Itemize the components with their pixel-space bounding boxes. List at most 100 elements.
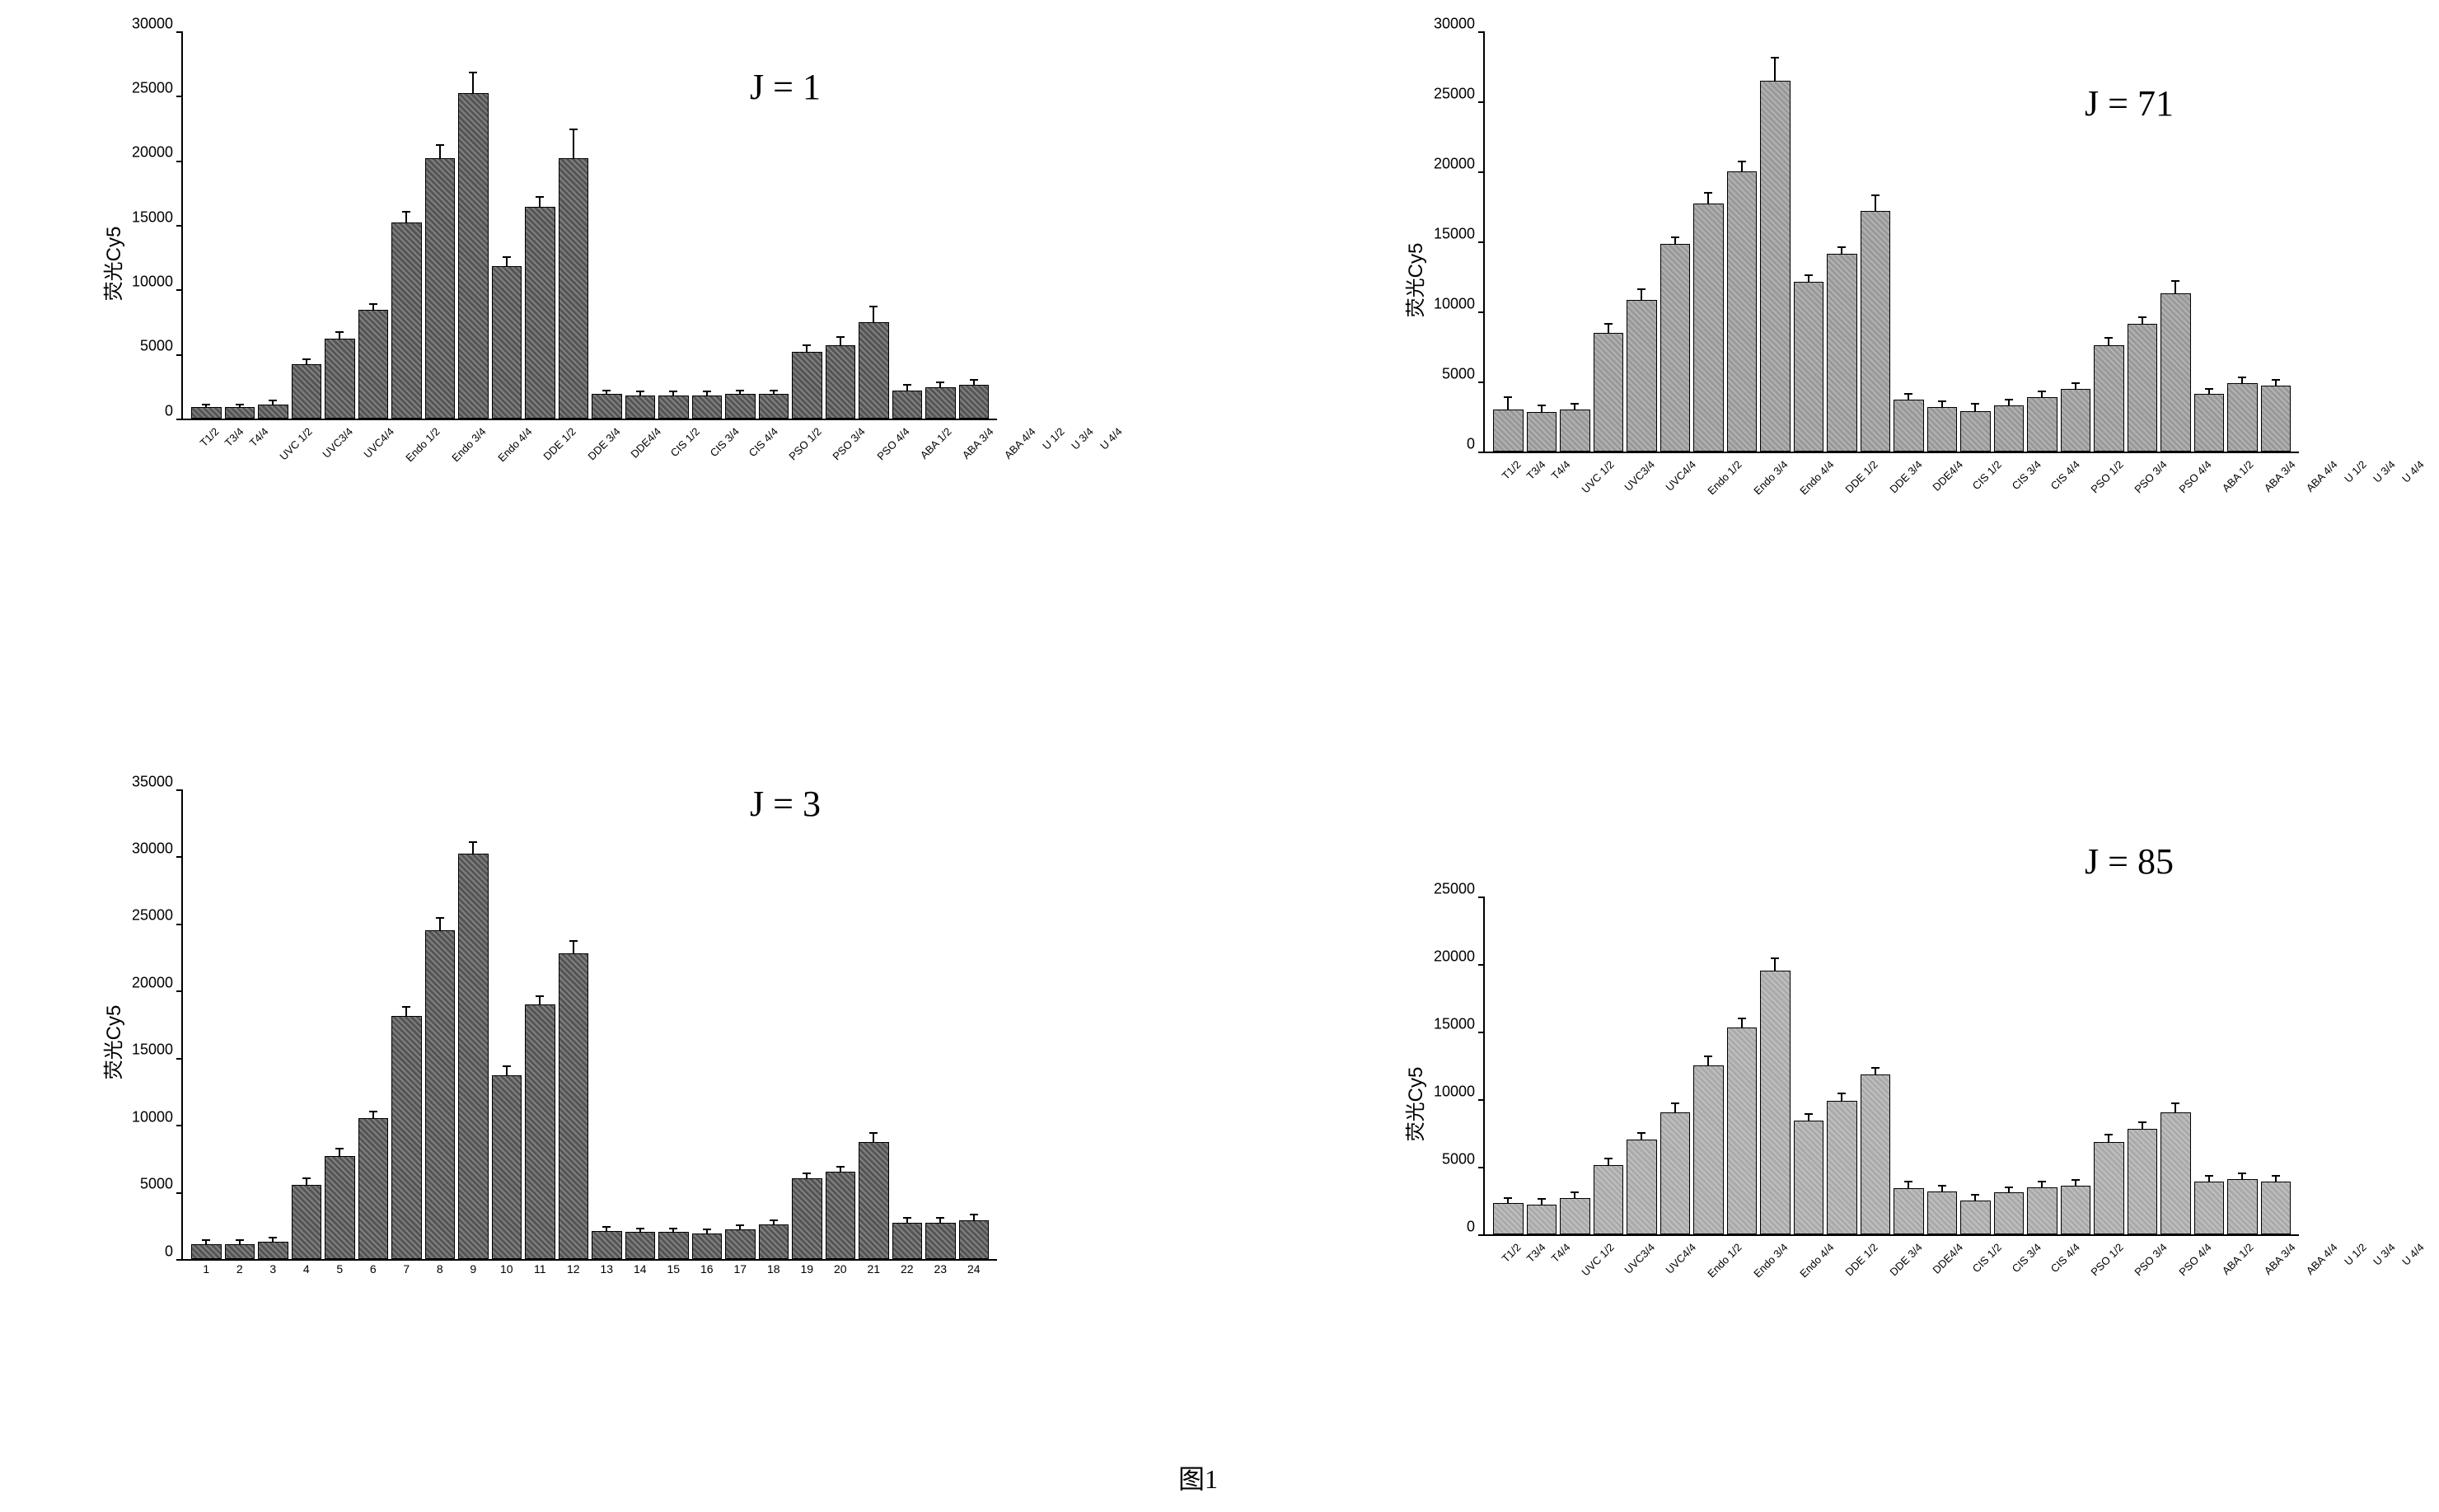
y-tick-label: 20000 [1434,155,1475,172]
x-tick-label: CIS 4/4 [747,425,780,459]
y-tick-label: 10000 [132,273,173,290]
bar [1960,411,1991,452]
x-tick-label: UVC3/4 [321,425,356,461]
bar [2261,1182,2292,1234]
y-tick-label: 35000 [132,773,173,790]
x-tick-label: T4/4 [1549,1241,1573,1265]
bar [759,1224,789,1259]
bar [2061,1186,2091,1234]
x-tick-label: PSO 3/4 [831,425,868,462]
x-tick-label: CIS 3/4 [2009,458,2043,492]
bar [1594,1165,1624,1234]
bar [525,1004,555,1259]
bar [325,1156,355,1259]
bar [692,396,723,419]
x-tick-label: Endo 3/4 [1752,1241,1791,1280]
bar [1493,410,1524,452]
bar [1861,211,1891,452]
bar [625,396,656,419]
bar [826,1172,856,1259]
x-tick-label: ABA 3/4 [959,425,995,461]
x-tick-label: T1/2 [1500,1241,1524,1265]
bar [2227,1179,2258,1234]
bar [1594,333,1624,452]
y-tick-label: 25000 [132,907,173,925]
bar [1760,971,1791,1234]
bar [1560,1198,1590,1234]
y-tick-label: 10000 [1434,295,1475,312]
x-tick-label: ABA 1/2 [917,425,953,461]
x-tick-label: UVC 1/2 [1579,1241,1616,1278]
bar [425,158,456,419]
y-axis-label: 荧光Cy5 [1399,243,1428,318]
x-tick-label: 12 [559,1262,589,1276]
x-tick-label: CIS 3/4 [2009,1241,2043,1275]
y-tick-label: 25000 [1434,85,1475,102]
bar [425,930,456,1259]
x-tick-label: DDE4/4 [1930,458,1965,494]
x-tick-label: PSO 3/4 [2132,1241,2170,1278]
bar [1693,204,1724,452]
bar [2160,293,2191,452]
x-tick-label: 8 [425,1262,456,1276]
y-tick-label: 0 [1467,1218,1475,1235]
bar [859,322,889,419]
y-tick-label: 20000 [1434,948,1475,965]
bar [2027,397,2057,452]
bar [826,345,856,419]
x-tick-label: T3/4 [1524,458,1548,482]
bar [559,158,589,419]
x-tick-label: 16 [692,1262,723,1276]
x-tick-label: U 1/2 [1040,425,1067,452]
x-tick-label: CIS 4/4 [2048,458,2082,492]
x-tick-label: 5 [325,1262,355,1276]
bar [592,1231,622,1259]
bar [1794,282,1824,452]
y-axis-label: 荧光Cy5 [1399,1067,1428,1142]
x-tick-label: T4/4 [1549,458,1573,482]
x-tick-label: DDE 1/2 [1843,458,1880,495]
x-tick-label: Endo 1/2 [1705,1241,1744,1280]
bar [959,385,990,419]
chart-j1: 荧光Cy5050001000015000200002500030000T1/2T… [115,33,1005,494]
bar [625,1232,656,1259]
x-tick-label: T1/2 [198,425,222,449]
bar [1861,1074,1891,1234]
x-tick-label: T4/4 [247,425,271,449]
x-tick-label: UVC4/4 [1663,458,1698,494]
x-tick-label: 2 [225,1262,255,1276]
y-tick-label: 5000 [1442,365,1475,382]
x-tick-label: CIS 1/2 [1970,1241,2004,1275]
x-tick-label: T3/4 [1524,1241,1548,1265]
bar [725,394,756,419]
bar [492,1075,522,1259]
bar [1660,244,1691,452]
x-tick-label: 19 [792,1262,822,1276]
bars-group [183,33,997,419]
x-tick-label: U 3/4 [2371,458,2398,485]
x-tick-label: Endo 1/2 [1705,458,1744,497]
x-tick-label: 9 [458,1262,489,1276]
y-tick-label: 10000 [132,1108,173,1126]
chart-title: J = 3 [750,783,821,825]
bar [725,1229,756,1259]
y-tick-label: 15000 [132,208,173,226]
bar [492,266,522,419]
bar [225,407,255,419]
x-tick-label: 14 [625,1262,656,1276]
x-tick-label: PSO 4/4 [2176,458,2213,495]
bar [2094,345,2124,452]
x-tick-label: ABA 3/4 [2261,1241,2297,1277]
x-tick-label: 21 [859,1262,889,1276]
bar [391,222,422,419]
bar [892,1223,923,1259]
y-tick-label: 15000 [132,1042,173,1059]
x-tick-label: UVC4/4 [361,425,396,461]
x-tick-label: PSO 3/4 [2132,458,2170,495]
bar [2194,1182,2225,1234]
x-tick-label: Endo 4/4 [1798,458,1837,497]
bar [1727,171,1758,452]
bar [191,1244,222,1259]
bar [1560,410,1590,452]
bar [792,352,822,419]
